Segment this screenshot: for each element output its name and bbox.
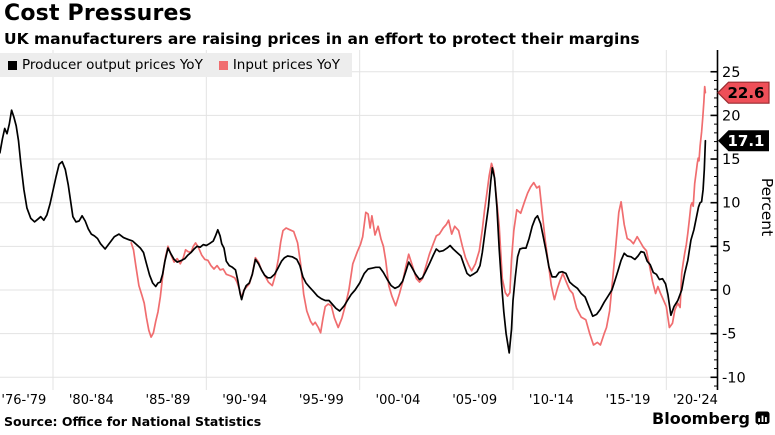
- svg-text:5: 5: [722, 239, 731, 255]
- bloomberg-logo: Bloomberg: [652, 409, 770, 428]
- svg-text:22.6: 22.6: [727, 84, 764, 102]
- svg-text:'20-'24: '20-'24: [673, 393, 718, 408]
- svg-text:'85-'89: '85-'89: [146, 393, 191, 408]
- svg-text:20: 20: [722, 108, 740, 124]
- value-tag-input: 22.6: [717, 81, 770, 104]
- svg-text:'10-'14: '10-'14: [529, 393, 574, 408]
- legend-label-output: Producer output prices YoY: [22, 57, 203, 73]
- input-prices-line: [130, 85, 707, 346]
- svg-text:17.1: 17.1: [727, 132, 764, 150]
- svg-text:'00-'04: '00-'04: [376, 393, 421, 408]
- y-axis: [710, 50, 719, 390]
- svg-text:'90-'94: '90-'94: [222, 393, 267, 408]
- svg-text:10: 10: [722, 196, 740, 212]
- value-tag-output: 17.1: [718, 130, 769, 152]
- chart-title: Cost Pressures: [4, 1, 192, 26]
- svg-text:0: 0: [722, 283, 731, 299]
- legend-swatch-output: [8, 60, 17, 70]
- legend-swatch-input: [218, 60, 228, 70]
- gridlines: [0, 50, 718, 390]
- output-prices-line: [0, 109, 707, 354]
- svg-text:'80-'84: '80-'84: [69, 393, 114, 408]
- source-note: Source: Office for National Statistics: [4, 414, 262, 429]
- svg-text:'05-'09: '05-'09: [452, 393, 497, 408]
- bloomberg-chart-icon: [755, 411, 770, 425]
- svg-text:25: 25: [722, 65, 740, 81]
- svg-text:'76-'79: '76-'79: [1, 393, 46, 408]
- svg-text:-10: -10: [722, 370, 746, 386]
- svg-text:'15-'19: '15-'19: [606, 393, 651, 408]
- legend: Producer output prices YoY Input prices …: [0, 53, 352, 77]
- bloomberg-wordmark: Bloomberg: [652, 409, 750, 428]
- chart-subtitle: UK manufacturers are raising prices in a…: [4, 30, 640, 48]
- data-lines: [0, 85, 707, 354]
- svg-text:15: 15: [722, 152, 740, 168]
- legend-item-input-prices: Input prices YoY: [218, 57, 340, 73]
- legend-item-output-prices: Producer output prices YoY: [8, 57, 203, 73]
- y-axis-labels: -10 -5 0 5 10 15 20 25: [722, 65, 746, 387]
- x-axis-labels: '76-'79 '80-'84 '85-'89 '90-'94 '95-'99 '00-'…: [1, 393, 718, 408]
- legend-label-input: Input prices YoY: [232, 57, 340, 73]
- svg-text:-5: -5: [722, 327, 736, 343]
- svg-text:'95-'99: '95-'99: [299, 393, 344, 408]
- y-axis-title: Percent: [758, 178, 775, 236]
